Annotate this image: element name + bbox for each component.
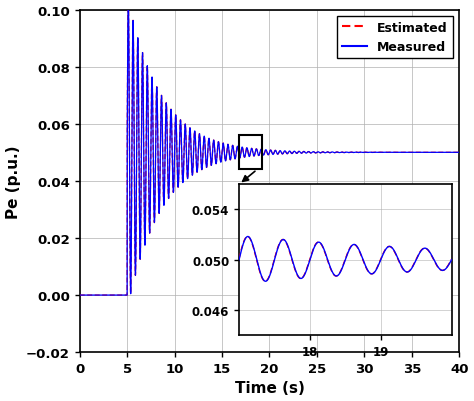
Estimated	[121, 293, 127, 298]
Estimated	[126, 0, 131, 4]
Measured	[276, 150, 282, 155]
Estimated	[77, 293, 82, 298]
Legend: Estimated, Measured: Estimated, Measured	[337, 17, 453, 59]
Estimated	[428, 150, 434, 155]
Estimated	[456, 150, 462, 155]
Estimated	[387, 150, 392, 155]
Bar	[239, 136, 262, 170]
Estimated	[276, 150, 282, 155]
Y-axis label: Pe (p.u.): Pe (p.u.)	[6, 145, 20, 218]
Measured	[387, 150, 392, 155]
X-axis label: Time (s): Time (s)	[235, 381, 304, 395]
Measured	[456, 150, 462, 155]
Measured	[77, 293, 82, 298]
Measured	[126, 0, 131, 4]
Line: Estimated: Estimated	[80, 2, 459, 295]
Line: Measured: Measured	[80, 2, 459, 295]
Estimated	[281, 151, 286, 156]
Measured	[121, 293, 127, 298]
Measured	[349, 150, 355, 155]
Estimated	[349, 150, 355, 155]
Measured	[281, 151, 286, 156]
Measured	[428, 150, 434, 155]
